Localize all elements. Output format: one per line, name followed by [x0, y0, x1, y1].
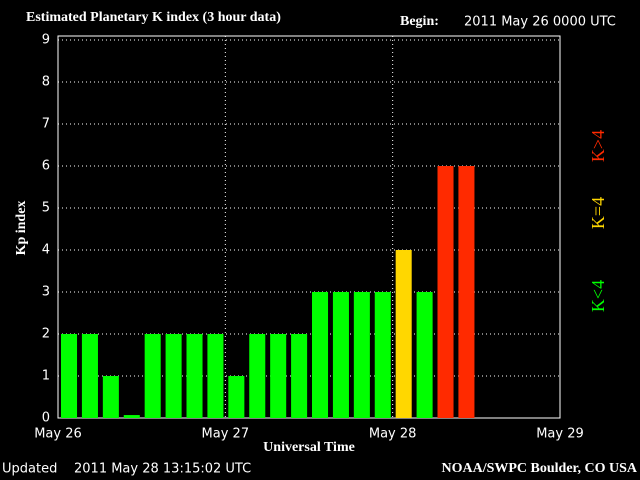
y-tick-label: 0 — [42, 411, 50, 426]
bar — [416, 292, 433, 418]
updated-value: 2011 May 28 13:15:02 UTC — [74, 462, 251, 477]
x-tick-label: May 26 — [34, 427, 82, 442]
plot-frame — [57, 35, 561, 419]
bar — [249, 334, 266, 418]
y-tick-label: 7 — [42, 117, 50, 132]
chart-title: Estimated Planetary K index (3 hour data… — [26, 10, 281, 25]
bar — [353, 292, 370, 418]
bar — [186, 334, 203, 418]
bar — [270, 334, 287, 418]
y-tick-label: 2 — [42, 327, 50, 342]
bar — [123, 415, 140, 418]
y-tick-label: 9 — [42, 33, 50, 48]
y-tick-label: 1 — [42, 369, 50, 384]
bar — [228, 376, 245, 418]
y-axis-label: Kp index — [14, 201, 29, 256]
y-tick-label: 4 — [42, 243, 50, 258]
begin-value: 2011 May 26 0000 UTC — [464, 15, 616, 30]
bar — [61, 334, 78, 418]
y-tick-label: 5 — [42, 201, 50, 216]
bar — [395, 250, 412, 418]
bar — [437, 166, 454, 418]
x-tick-label: May 27 — [202, 427, 250, 442]
bar — [81, 334, 98, 418]
bar — [165, 334, 182, 418]
bar — [291, 334, 308, 418]
x-tick-label: May 29 — [536, 427, 584, 442]
legend-entry: K<4 — [588, 280, 608, 312]
bar — [332, 292, 349, 418]
y-tick-label: 6 — [42, 159, 50, 174]
bar — [312, 292, 329, 418]
legend-entry: K=4 — [588, 197, 608, 229]
x-axis-label: Universal Time — [263, 440, 355, 455]
source: NOAA/SWPC Boulder, CO USA — [441, 461, 637, 476]
x-tick-label: May 28 — [369, 427, 417, 442]
bar — [374, 292, 391, 418]
bar — [207, 334, 224, 418]
bar — [144, 334, 161, 418]
begin-label: Begin: — [400, 14, 439, 29]
bar — [458, 166, 475, 418]
y-tick-label: 8 — [42, 75, 50, 90]
updated-label: Updated — [2, 462, 57, 477]
legend-entry: K>4 — [588, 130, 608, 162]
bar — [102, 376, 119, 418]
y-tick-label: 3 — [42, 285, 50, 300]
